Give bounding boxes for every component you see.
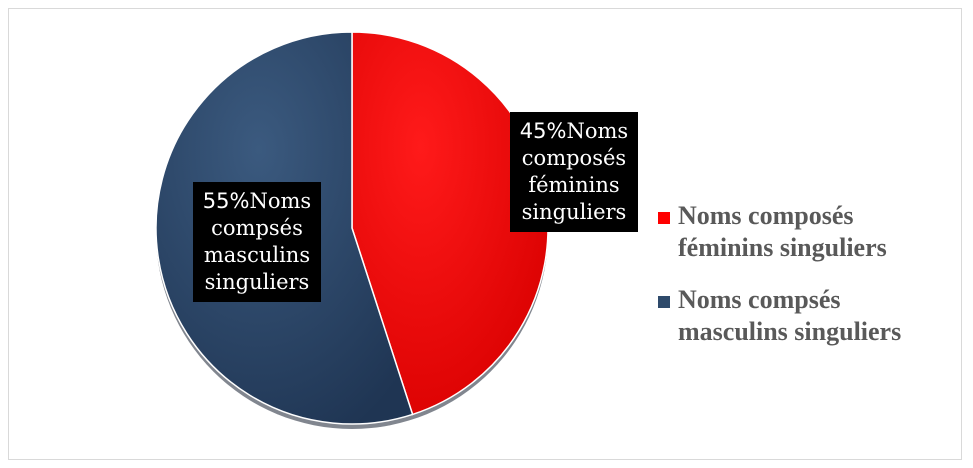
legend-item-feminins: Noms composés féminins singuliers — [656, 200, 901, 264]
data-label-masculins: 55%Noms compsés masculins singuliers — [193, 182, 321, 302]
legend-label-line2: féminins singuliers — [678, 233, 887, 262]
data-label-line: compsés — [211, 216, 303, 240]
legend: Noms composés féminins singuliers Noms c… — [656, 200, 901, 368]
data-label-pct: 45% — [519, 119, 567, 143]
legend-swatch-blue — [658, 296, 670, 308]
legend-label-line1: Noms composés — [678, 201, 854, 230]
data-label-line: Noms — [249, 189, 312, 213]
data-label-line: singuliers — [521, 200, 627, 224]
legend-label-line2: masculins singuliers — [678, 317, 902, 346]
data-label-line: féminins — [528, 173, 620, 197]
data-label-feminins: 45%Noms composés féminins singuliers — [510, 112, 638, 232]
data-label-line: composés — [521, 146, 627, 170]
legend-swatch-red — [658, 212, 670, 224]
data-label-line: Noms — [566, 119, 629, 143]
legend-label-line1: Noms compsés — [678, 285, 841, 314]
data-label-pct: 55% — [202, 189, 250, 213]
data-label-line: masculins — [203, 243, 311, 267]
data-label-line: singuliers — [204, 270, 310, 294]
legend-item-masculins: Noms compsés masculins singuliers — [656, 284, 901, 348]
